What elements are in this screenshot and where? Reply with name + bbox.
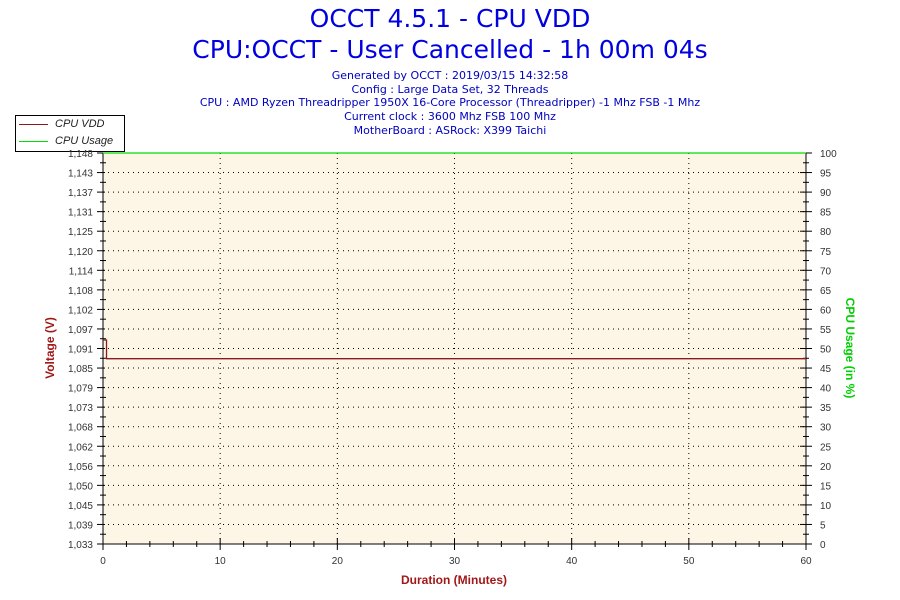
svg-text:1,091: 1,091: [68, 345, 93, 356]
svg-text:10: 10: [215, 556, 227, 567]
info-generated: Generated by OCCT : 2019/03/15 14:32:58: [331, 69, 569, 82]
svg-text:1,137: 1,137: [68, 188, 93, 199]
svg-text:10: 10: [820, 501, 832, 512]
svg-text:30: 30: [449, 556, 461, 567]
info-cpu: CPU : AMD Ryzen Threadripper 1950X 16-Co…: [199, 96, 701, 110]
svg-text:5: 5: [820, 520, 826, 531]
svg-text:1,039: 1,039: [68, 520, 93, 531]
svg-text:0: 0: [100, 556, 106, 567]
svg-text:80: 80: [820, 227, 832, 238]
svg-text:1,045: 1,045: [68, 501, 93, 512]
svg-text:40: 40: [566, 556, 578, 567]
legend-label: CPU VDD: [55, 118, 105, 130]
svg-text:20: 20: [332, 556, 344, 567]
svg-text:15: 15: [820, 481, 832, 492]
info-motherboard: MotherBoard : ASRock: X399 Taichi: [353, 123, 547, 137]
svg-text:1,073: 1,073: [68, 403, 93, 414]
info-config: Config : Large Data Set, 32 Threads: [351, 82, 549, 96]
svg-text:0: 0: [820, 540, 826, 551]
legend-item-cpu-vdd: CPU VDD: [16, 117, 124, 133]
svg-text:40: 40: [820, 384, 832, 395]
chart-subtitle: CPU:OCCT - User Cancelled - 1h 00m 04s: [192, 35, 708, 64]
svg-text:1,143: 1,143: [68, 169, 93, 180]
svg-text:1,062: 1,062: [68, 442, 93, 453]
svg-text:1,097: 1,097: [68, 325, 93, 336]
svg-text:30: 30: [820, 423, 832, 434]
svg-text:35: 35: [820, 403, 832, 414]
chart-title: OCCT 4.5.1 - CPU VDD: [309, 4, 591, 33]
legend-swatch: [19, 141, 48, 142]
svg-text:60: 60: [800, 556, 812, 567]
svg-text:100: 100: [820, 149, 837, 160]
legend-label: CPU Usage: [55, 135, 114, 147]
svg-text:Duration (Minutes): Duration (Minutes): [401, 573, 507, 587]
svg-text:75: 75: [820, 247, 832, 258]
svg-text:Voltage (V): Voltage (V): [43, 317, 57, 379]
svg-text:50: 50: [683, 556, 695, 567]
svg-text:1,108: 1,108: [68, 286, 93, 297]
svg-text:CPU Usage (in %): CPU Usage (in %): [843, 298, 857, 399]
svg-text:95: 95: [820, 169, 832, 180]
svg-text:65: 65: [820, 286, 832, 297]
legend-swatch: [19, 124, 48, 125]
svg-text:1,125: 1,125: [68, 227, 93, 238]
chart-legend: CPU VDD CPU Usage: [15, 115, 125, 152]
svg-text:1,114: 1,114: [69, 266, 94, 277]
svg-text:25: 25: [820, 442, 832, 453]
info-clock: Current clock : 3600 Mhz FSB 100 Mhz: [344, 110, 556, 124]
svg-text:1,120: 1,120: [68, 247, 93, 258]
svg-text:1,079: 1,079: [68, 384, 93, 395]
svg-text:1,056: 1,056: [68, 462, 93, 473]
svg-text:85: 85: [820, 208, 832, 219]
svg-text:50: 50: [820, 345, 832, 356]
svg-text:1,068: 1,068: [68, 423, 93, 434]
chart-info: Generated by OCCT : 2019/03/15 14:32:58 …: [0, 69, 900, 138]
svg-text:1,085: 1,085: [68, 364, 93, 375]
svg-text:1,131: 1,131: [68, 208, 93, 219]
svg-text:1,050: 1,050: [68, 481, 93, 492]
svg-text:90: 90: [820, 188, 832, 199]
svg-text:60: 60: [820, 305, 832, 316]
svg-text:1,033: 1,033: [68, 540, 93, 551]
svg-text:20: 20: [820, 462, 832, 473]
svg-text:1,102: 1,102: [68, 305, 93, 316]
svg-text:55: 55: [820, 325, 832, 336]
svg-text:45: 45: [820, 364, 832, 375]
svg-text:70: 70: [820, 266, 832, 277]
legend-item-cpu-usage: CPU Usage: [16, 134, 124, 150]
